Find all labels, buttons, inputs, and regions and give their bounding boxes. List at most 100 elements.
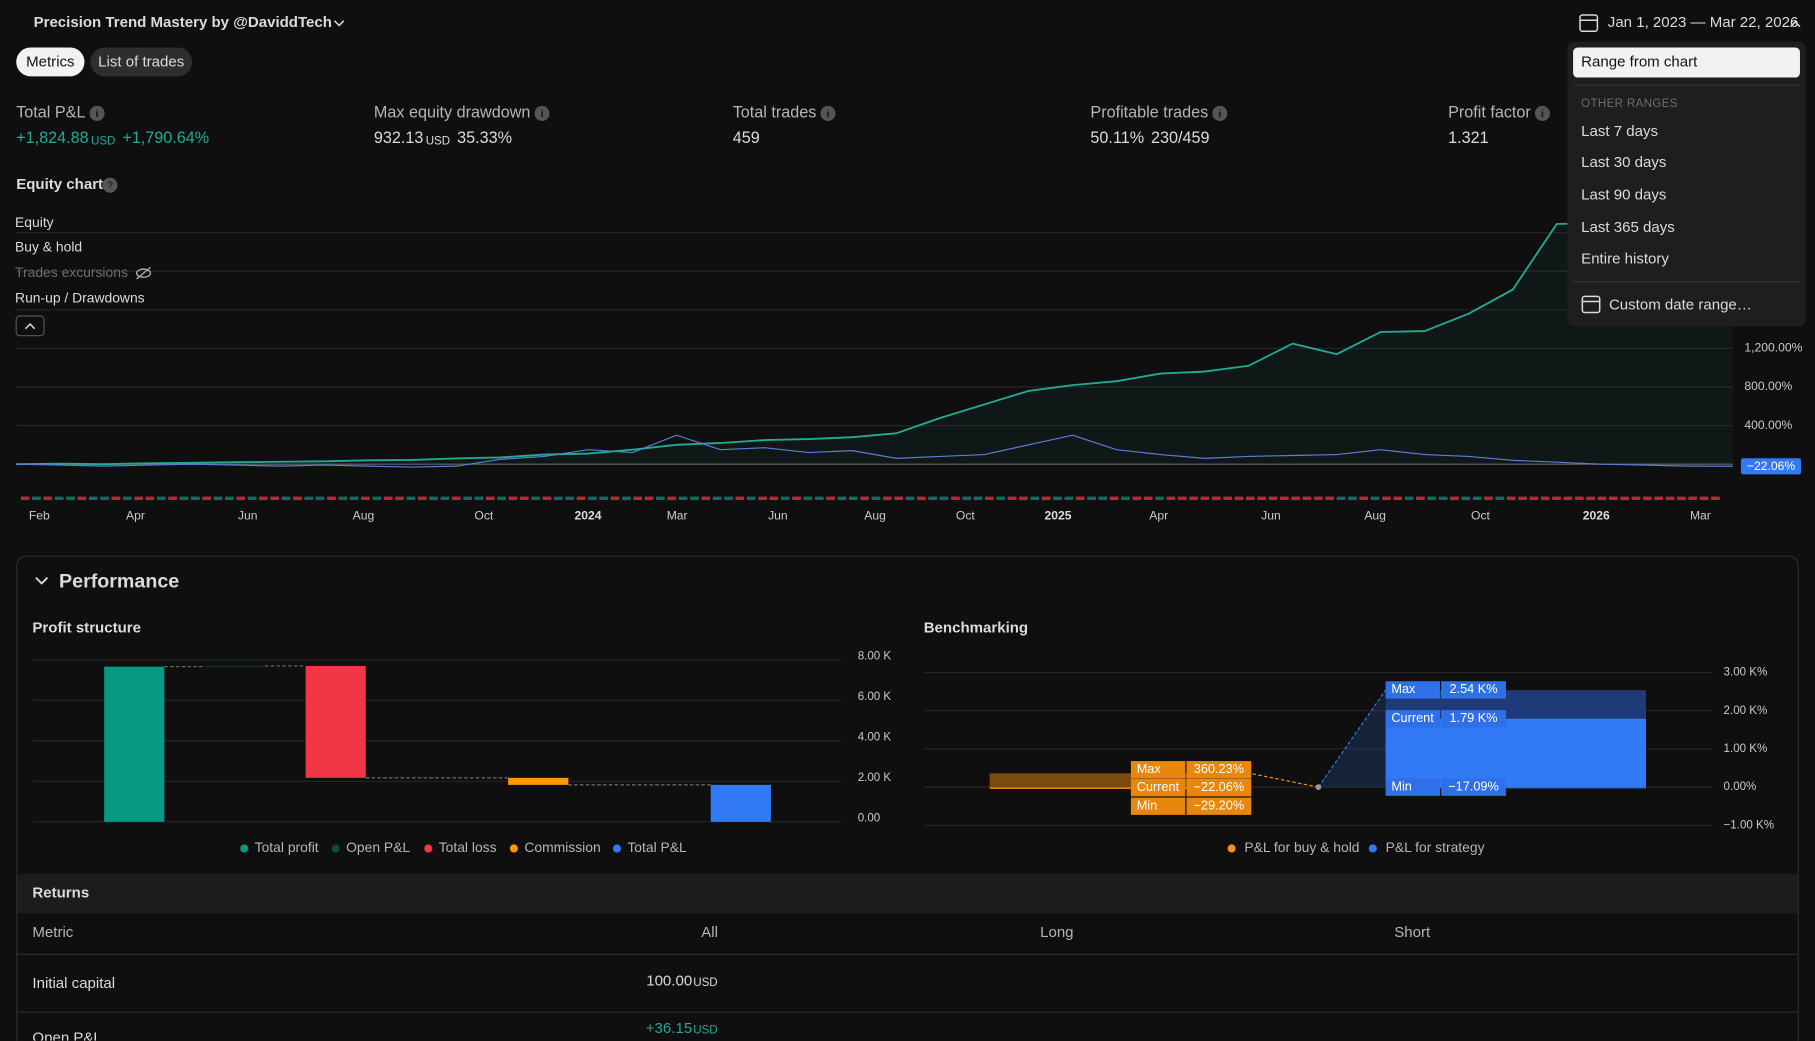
trade-marker bbox=[417, 496, 427, 501]
dropdown-item[interactable]: Entire history bbox=[1581, 250, 1669, 267]
dropdown-item[interactable]: Range from chart bbox=[1581, 53, 1698, 70]
trade-marker bbox=[134, 496, 143, 501]
trade-marker bbox=[871, 496, 881, 501]
legend-label[interactable]: Total profit bbox=[255, 839, 319, 855]
stat-value-box bbox=[1441, 710, 1506, 728]
trade-marker bbox=[122, 496, 132, 501]
stat-name-box bbox=[1385, 681, 1440, 699]
tab-label[interactable]: List of trades bbox=[98, 53, 184, 70]
trade-marker bbox=[1189, 496, 1198, 501]
trade-marker bbox=[826, 496, 835, 501]
performance-chevron[interactable] bbox=[35, 576, 49, 585]
waterfall-bar bbox=[104, 666, 165, 822]
trade-marker bbox=[1075, 496, 1085, 501]
range-chevron[interactable] bbox=[1790, 20, 1801, 28]
trade-marker bbox=[100, 496, 109, 501]
waterfall-bar bbox=[204, 665, 266, 667]
legend-item[interactable]: Trades excursions bbox=[15, 264, 128, 280]
trade-marker bbox=[1461, 496, 1471, 501]
trade-marker bbox=[43, 496, 53, 501]
trade-marker bbox=[1155, 496, 1164, 501]
stat-value-box bbox=[1441, 778, 1506, 796]
legend-item[interactable]: Run-up / Drawdowns bbox=[15, 289, 145, 305]
legend-label[interactable]: Open P&L bbox=[346, 839, 410, 855]
trade-marker bbox=[1586, 496, 1595, 501]
fan-edge bbox=[1250, 772, 1319, 788]
row-unit: USD bbox=[693, 1024, 717, 1036]
x-tick-label: Aug bbox=[353, 508, 375, 522]
y-tick-label: 6.00 K bbox=[858, 691, 892, 703]
trade-marker bbox=[996, 496, 1006, 501]
strategy-title[interactable]: Precision Trend Mastery by @DaviddTech bbox=[34, 14, 332, 31]
trade-marker bbox=[882, 496, 892, 501]
date-range[interactable]: Jan 1, 2023 — Mar 22, 2026 bbox=[1608, 14, 1799, 31]
legend-label[interactable]: P&L for buy & hold bbox=[1244, 839, 1359, 855]
trade-marker bbox=[1563, 496, 1573, 501]
collapse-button[interactable] bbox=[15, 315, 45, 337]
info-icon[interactable] bbox=[89, 105, 105, 121]
trade-marker bbox=[304, 496, 314, 501]
tab-trades[interactable] bbox=[90, 47, 193, 77]
x-tick-label: 2025 bbox=[1044, 508, 1071, 522]
trade-marker bbox=[156, 496, 166, 501]
trade-marker bbox=[565, 496, 575, 501]
trade-marker bbox=[1642, 496, 1652, 501]
legend-label[interactable]: Total loss bbox=[439, 839, 497, 855]
metric-value: 932.13 bbox=[374, 129, 424, 147]
legend-label[interactable]: P&L for strategy bbox=[1386, 839, 1485, 855]
column-header: Long bbox=[1040, 924, 1073, 941]
trade-marker bbox=[508, 496, 518, 501]
info-icon[interactable] bbox=[820, 105, 836, 121]
trade-marker bbox=[20, 496, 30, 501]
trade-marker bbox=[1030, 496, 1040, 501]
info-icon[interactable] bbox=[1212, 105, 1228, 121]
info-icon[interactable] bbox=[1534, 105, 1550, 121]
row-metric: Initial capital bbox=[32, 975, 115, 992]
trade-marker bbox=[1370, 496, 1380, 501]
tab-metrics[interactable] bbox=[16, 47, 85, 77]
info-icon: i bbox=[827, 109, 830, 120]
legend-label[interactable]: Total P&L bbox=[627, 839, 687, 855]
profit-structure-chart: 0.00 2.00 K 4.00 K 6.00 K 8.00 K Total profit… bbox=[32, 650, 891, 855]
dropdown-item[interactable]: Custom date range… bbox=[1609, 297, 1752, 314]
profit-structure-title: Profit structure bbox=[32, 620, 141, 637]
trade-marker bbox=[54, 496, 64, 501]
calendar-icon[interactable] bbox=[1579, 14, 1599, 33]
x-tick-label: Apr bbox=[1149, 508, 1168, 522]
stat-name: Current bbox=[1137, 779, 1180, 794]
legend-item[interactable]: Buy & hold bbox=[15, 238, 82, 254]
title-chevron[interactable] bbox=[333, 20, 345, 27]
row-unit: USD bbox=[693, 977, 717, 989]
dropdown-item[interactable]: Last 365 days bbox=[1581, 219, 1675, 236]
trade-marker bbox=[315, 496, 325, 501]
stat-name-box bbox=[1385, 778, 1440, 796]
stat-value-box bbox=[1186, 779, 1252, 797]
trade-marker bbox=[814, 496, 824, 501]
trade-marker bbox=[1518, 496, 1527, 501]
trade-marker bbox=[610, 496, 620, 501]
info-icon[interactable] bbox=[534, 105, 550, 121]
trade-marker bbox=[372, 496, 382, 501]
trade-marker bbox=[894, 496, 903, 501]
trade-marker bbox=[1245, 496, 1255, 501]
legend-label[interactable]: Commission bbox=[524, 839, 600, 855]
trade-marker bbox=[973, 496, 983, 501]
dropdown-item[interactable]: Last 30 days bbox=[1581, 154, 1666, 171]
help-icon[interactable] bbox=[102, 177, 118, 193]
hidden-icon[interactable] bbox=[135, 268, 152, 278]
hidden-icon bbox=[136, 266, 151, 280]
row-value: 100.00 bbox=[646, 973, 692, 990]
dropdown-item[interactable]: Last 90 days bbox=[1581, 187, 1666, 204]
trade-marker bbox=[780, 496, 790, 501]
performance-title[interactable]: Performance bbox=[59, 570, 179, 592]
tab-label[interactable]: Metrics bbox=[26, 53, 74, 70]
trade-marker bbox=[746, 496, 756, 501]
trade-marker bbox=[1495, 496, 1505, 501]
dropdown-item[interactable]: Last 7 days bbox=[1581, 123, 1658, 140]
legend-item[interactable]: Equity bbox=[15, 214, 54, 230]
dropdown-selected[interactable] bbox=[1573, 47, 1800, 78]
row-value: +36.15 bbox=[646, 1020, 692, 1037]
trade-marker bbox=[406, 496, 416, 501]
row-metric: Open P&L bbox=[32, 1029, 101, 1040]
calendar-icon bbox=[1581, 295, 1601, 314]
